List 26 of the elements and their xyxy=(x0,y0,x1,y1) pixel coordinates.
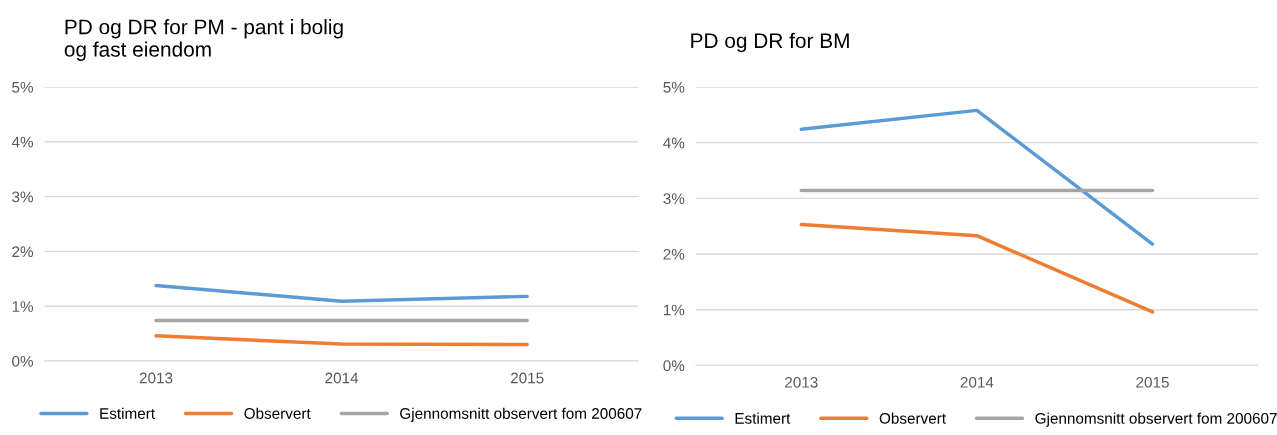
legend-label: Observert xyxy=(879,412,946,424)
y-tick-label: 2% xyxy=(663,248,685,260)
x-tick-label: 2015 xyxy=(510,372,544,384)
x-tick-label: 2015 xyxy=(1136,376,1169,388)
x-tick-label: 2014 xyxy=(325,372,359,384)
chart-title: PD og DR for PM - pant i bolig og fast eiendom xyxy=(64,19,343,61)
legend-label: Estimert xyxy=(735,412,791,424)
legend-label: Gjennomsnitt observert fom 200607 xyxy=(1035,412,1277,427)
x-tick-label: 2013 xyxy=(785,376,818,388)
y-tick-label: 3% xyxy=(12,191,34,203)
x-tick-label: 2014 xyxy=(960,376,994,388)
y-tick-label: 0% xyxy=(663,360,685,372)
y-tick-label: 4% xyxy=(663,137,685,149)
legend-label: Estimert xyxy=(100,407,155,419)
y-tick-label: 5% xyxy=(663,81,685,93)
y-tick-label: 4% xyxy=(11,136,34,148)
y-tick-label: 1% xyxy=(663,304,685,316)
y-tick-label: 2% xyxy=(12,246,34,258)
y-tick-label: 1% xyxy=(12,301,34,312)
legend-label: Gjennomsnitt observert fom 200607 xyxy=(400,407,642,422)
chart-title: PD og DR for BM xyxy=(691,32,849,53)
x-tick-label: 2013 xyxy=(139,372,173,384)
legend-label: Observert xyxy=(244,407,311,419)
y-tick-label: 3% xyxy=(663,193,685,205)
y-tick-label: 5% xyxy=(12,81,34,93)
y-tick-label: 0% xyxy=(12,355,34,367)
